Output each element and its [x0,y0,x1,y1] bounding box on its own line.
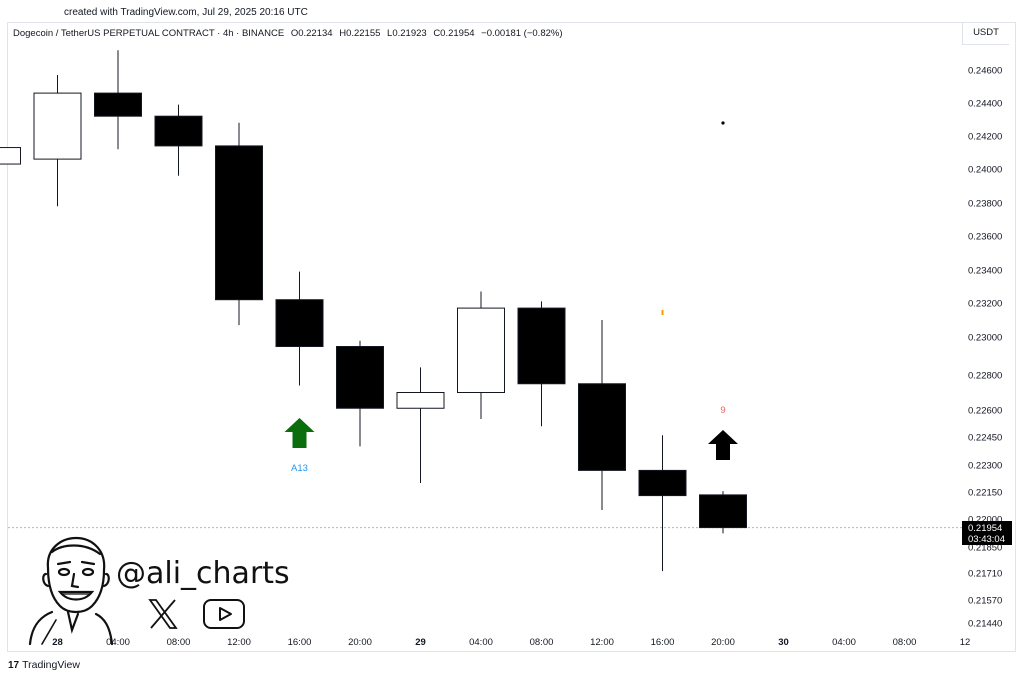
price-tick-label: 0.24200 [968,132,1002,143]
last-price-tag: 0.21954 03:43:04 [962,521,1012,545]
price-tick-label: 0.24400 [968,99,1002,110]
price-tick-label: 0.23400 [968,266,1002,277]
price-tick-label: 0.23200 [968,299,1002,310]
time-tick-label: 08:00 [893,637,917,648]
candle-body-up [396,392,445,409]
price-tick-label: 0.22800 [968,371,1002,382]
price-tag-value: 0.21954 [968,523,1002,534]
green-buy-arrow: A13 [284,418,315,474]
price-tick-label: 0.21440 [968,619,1002,630]
time-tick-label: 04:00 [469,637,493,648]
price-tag-background [962,521,1012,545]
candle-body-down [638,469,687,497]
candle-body-up [457,307,505,394]
author-handle: @ali_charts [116,556,290,591]
price-tick-label: 0.24600 [968,66,1002,77]
time-tick-label: 20:00 [711,637,735,648]
time-tick-label: 04:00 [106,637,130,648]
symbol-legend: Dogecoin / TetherUS PERPETUAL CONTRACT ·… [13,28,567,39]
candle[interactable] [94,50,142,150]
price-tick-label: 0.23600 [968,232,1002,243]
ohlc-high: H0.22155 [339,28,381,39]
price-axis[interactable]: 0.24600 0.24400 0.24200 0.24000 0.23800 0.236… [968,66,1002,630]
currency-label[interactable]: USDT [962,22,1009,45]
arrow-up-icon [284,418,315,448]
tradingview-logo-mark: 17 [8,660,20,671]
price-tick-label: 0.23800 [968,199,1002,210]
candle[interactable] [275,271,324,386]
time-axis[interactable]: 28 04:00 08:00 12:00 16:00 20:00 29 04:00 08:00 1… [52,637,970,648]
ohlc-open: O0.22134 [290,28,333,39]
price-tick-label: 0.21850 [968,543,1002,554]
x-logo-icon[interactable] [148,599,178,629]
candle-body-up [33,92,82,160]
price-tick-label: 0.23000 [968,333,1002,344]
youtube-play-icon[interactable] [203,599,245,629]
time-tick-label: 16:00 [288,637,312,648]
annotations-layer: A13 9 [284,121,738,474]
price-tick-label: 0.22450 [968,433,1002,444]
candle-body-up [0,147,21,165]
ohlc-low: L0.21923 [387,28,427,39]
time-tick-label: 08:00 [530,637,554,648]
price-tick-label: 0.22600 [968,406,1002,417]
arrow-up-icon [708,430,738,460]
tradingview-logo-text: TradingView [22,659,80,671]
price-tick-label: 0.22150 [968,488,1002,499]
candle[interactable] [396,367,445,483]
created-with-text: created with TradingView.com, Jul 29, 20… [64,7,308,18]
time-tick-label: 12:00 [227,637,251,648]
ohlc-change: −0.00181 (−0.82%) [481,28,563,39]
time-tick-label: 12 [960,637,971,648]
candle[interactable] [336,340,384,447]
time-tick-label: 29 [415,637,426,648]
candle-body-down [699,494,747,529]
tradingview-logo[interactable]: 17 TradingView [8,659,80,671]
candle[interactable] [457,291,505,419]
candle[interactable] [699,491,747,534]
ohlc-close: C0.21954 [433,28,475,39]
orange-marker [661,310,664,315]
price-tick-label: 0.21710 [968,569,1002,580]
time-tick-label: 16:00 [651,637,675,648]
candle-body-down [94,92,142,117]
candle[interactable] [0,147,21,175]
price-tick-label: 0.21570 [968,596,1002,607]
time-tick-label: 28 [52,637,63,648]
chart-frame [7,22,1016,652]
candle-body-down [517,307,566,385]
black-buy-arrow: 9 [708,405,738,460]
candle[interactable] [154,104,203,176]
avatar-illustration [28,536,114,646]
price-tick-label: 0.22000 [968,515,1002,526]
symbol-name[interactable]: Dogecoin / TetherUS PERPETUAL CONTRACT ·… [13,28,285,39]
black-dot-marker [721,121,725,125]
time-tick-label: 12:00 [590,637,614,648]
price-tag-countdown: 03:43:04 [968,534,1005,545]
candle[interactable] [517,301,566,427]
candle-body-down [336,346,384,409]
candle[interactable] [578,320,626,510]
candle-body-down [215,145,263,301]
td-nine-label: 9 [720,405,725,416]
candles-layer [0,50,747,572]
candle-body-down [275,299,324,348]
candle[interactable] [215,122,263,326]
time-tick-label: 20:00 [348,637,372,648]
time-tick-label: 08:00 [167,637,191,648]
candle-body-down [578,383,626,471]
time-tick-label: 30 [778,637,789,648]
time-tick-label: 04:00 [832,637,856,648]
candle[interactable] [638,435,687,572]
price-tick-label: 0.22300 [968,461,1002,472]
candle-body-down [154,115,203,147]
price-tick-label: 0.24000 [968,165,1002,176]
watermark [28,536,245,646]
td-count-label: A13 [291,463,308,474]
candle[interactable] [33,74,82,207]
